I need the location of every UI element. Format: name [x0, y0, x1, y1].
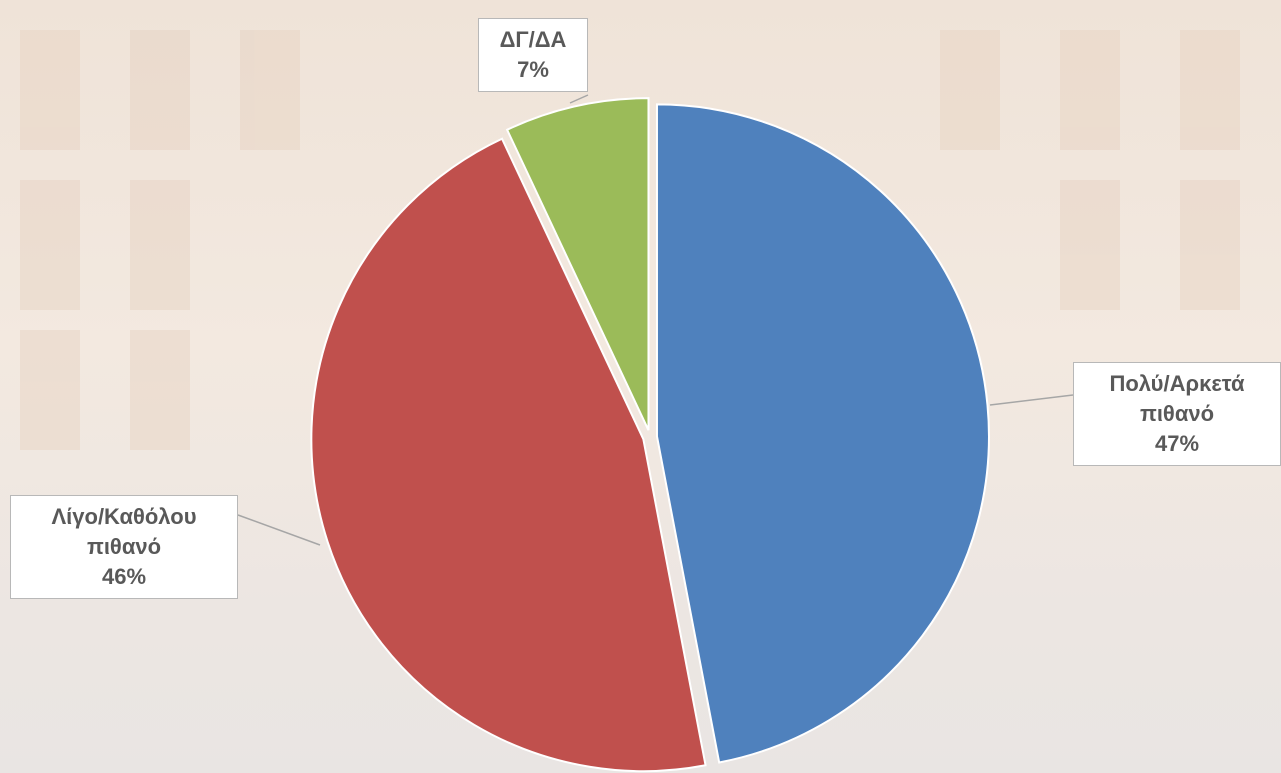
value-label: 7% — [517, 57, 549, 82]
pie-slice — [310, 137, 707, 773]
value-label: 47% — [1154, 431, 1200, 456]
pie-slice — [505, 97, 650, 431]
data-label: ΔΓ/ΔΑ 7% — [478, 18, 588, 92]
category-label: Λίγο/Καθόλου πιθανό — [51, 504, 197, 559]
category-label: ΔΓ/ΔΑ — [499, 27, 567, 52]
value-label: 46% — [101, 564, 147, 589]
pie-slice — [655, 103, 990, 764]
background — [20, 30, 1240, 450]
category-label: Πολύ/Αρκετά πιθανό — [1109, 371, 1245, 426]
leader-lines — [237, 94, 1074, 546]
data-label: Λίγο/Καθόλου πιθανό 46% — [10, 495, 238, 599]
pie — [310, 97, 990, 773]
data-label: Πολύ/Αρκετά πιθανό 47% — [1073, 362, 1281, 466]
